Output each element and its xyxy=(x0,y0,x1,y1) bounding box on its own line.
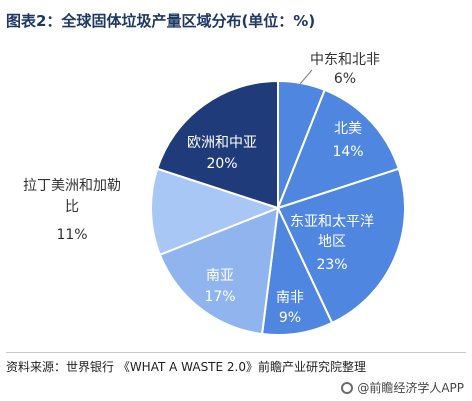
slice-label: 南非 xyxy=(276,290,304,306)
slice-value-label: 23% xyxy=(316,257,347,273)
pie-slice xyxy=(276,167,406,325)
brand: @前瞻经济学人APP xyxy=(341,379,464,396)
slice-value-label: 17% xyxy=(204,289,235,305)
slice-value-label: 9% xyxy=(279,310,301,326)
slice-value-label: 14% xyxy=(332,144,363,160)
pie-slice xyxy=(150,167,281,257)
slice-label: 中东和北非 xyxy=(310,52,380,68)
slice-label: 拉丁美洲和加勒 xyxy=(23,178,121,194)
slice-label: 东亚和太平洋 xyxy=(290,214,374,230)
slice-label: 欧洲和中亚 xyxy=(187,135,257,151)
brand-logo-icon xyxy=(341,381,354,394)
slice-value-label: 6% xyxy=(334,71,356,87)
slice-label: 比 xyxy=(65,199,79,215)
pie-slices xyxy=(150,79,406,336)
slice-label: 北美 xyxy=(334,121,362,137)
slice-label: 地区 xyxy=(318,234,346,250)
leader-line xyxy=(299,69,313,85)
chart-title: 图表2：全球固体垃圾产量区域分布(单位：%) xyxy=(6,12,316,30)
divider xyxy=(6,352,466,353)
pie-slice xyxy=(158,206,280,336)
slice-label: 南亚 xyxy=(206,268,234,284)
pie-slice xyxy=(155,79,279,210)
source-note: 资料来源：世界银行 《WHAT A WASTE 2.0》前瞻产业研究院整理 xyxy=(6,360,366,374)
slice-value-label: 11% xyxy=(56,227,87,243)
slice-value-label: 20% xyxy=(206,156,237,172)
brand-text: @前瞻经济学人APP xyxy=(357,381,464,395)
